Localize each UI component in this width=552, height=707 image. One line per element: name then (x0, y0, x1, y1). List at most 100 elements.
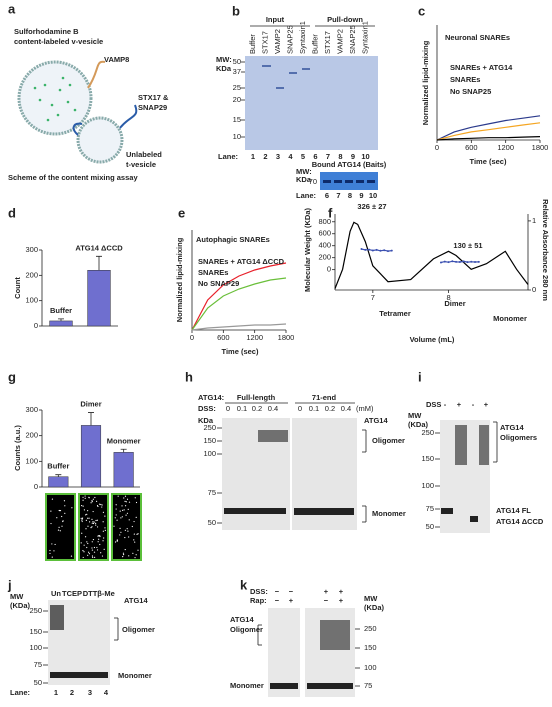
label: DSS: (198, 404, 216, 413)
particle (128, 501, 131, 503)
legend-entry: SNAREs + ATG14 (450, 63, 513, 72)
bar (48, 476, 69, 488)
particle (120, 517, 122, 519)
annotation: 326 ± 27 (357, 202, 386, 211)
series-marker (474, 260, 477, 263)
particle (121, 505, 123, 507)
particle (124, 548, 126, 551)
x-axis-label: Volume (mL) (410, 335, 455, 344)
particle (95, 524, 97, 526)
label: Monomer (372, 509, 406, 518)
lane-number: 6 (313, 152, 317, 161)
particle (81, 518, 83, 520)
particle (94, 496, 96, 499)
particle (98, 503, 101, 505)
particle (83, 551, 85, 553)
label: 0.2 (325, 404, 335, 413)
particle (124, 536, 126, 539)
particle (84, 495, 86, 497)
label: ATG14 (230, 615, 254, 624)
label: 4 (104, 688, 109, 697)
legend-entry: SNAREs (198, 268, 228, 277)
label: DSS: (250, 587, 268, 596)
particle (102, 530, 104, 532)
particle (100, 503, 102, 506)
label: 0.4 (341, 404, 351, 413)
label: + (324, 587, 329, 596)
series-line (436, 115, 541, 141)
particle (70, 555, 73, 557)
x-tick-label: 1200 (497, 143, 514, 152)
label: + (339, 587, 344, 596)
particle (122, 555, 124, 558)
particle (88, 553, 91, 555)
particle (115, 508, 117, 510)
label: 10 (233, 132, 241, 141)
label: 3 (88, 688, 92, 697)
series-marker (379, 249, 382, 252)
caption: Scheme of the content mixing assay (8, 173, 138, 182)
label: 100 (29, 643, 42, 652)
particle (126, 498, 129, 500)
chart-title: Autophagic SNAREs (196, 235, 270, 244)
label: 250 (29, 606, 42, 615)
particle (101, 506, 103, 508)
label: KDa (296, 175, 312, 184)
particle (135, 554, 137, 556)
particle (134, 557, 136, 559)
particle (119, 510, 121, 512)
series-marker (368, 248, 371, 251)
label: ATG14: (198, 393, 224, 402)
label: STX17 & (138, 93, 169, 102)
annotation: Tetramer (379, 309, 411, 318)
label: 0 (298, 404, 302, 413)
series-marker (458, 260, 461, 263)
label: 75 (34, 660, 42, 669)
particle (93, 551, 96, 553)
label: ATG14 ΔCCD (496, 517, 544, 526)
y-tick-label: 200 (25, 431, 38, 440)
label: KDa (216, 64, 232, 73)
error-bar (120, 448, 127, 453)
series-marker (375, 248, 378, 251)
y-axis-label: Normalized lipid-mixing (421, 40, 430, 125)
bar (113, 452, 134, 488)
label: 150 (203, 436, 216, 445)
series-marker (477, 260, 480, 263)
y-axis-label: Molecular Weight (KDa) (303, 207, 312, 292)
label: TCEP (62, 589, 82, 598)
label: 50 (34, 678, 42, 687)
label: ATG14 (364, 416, 388, 425)
label: ATG14 (124, 596, 148, 605)
category-label: Monomer (107, 436, 141, 445)
legend-entry: SNAREs (450, 75, 480, 84)
particle (95, 519, 97, 522)
x-tick-label: 0 (435, 143, 439, 152)
lane-label: STX17 (323, 31, 332, 54)
label: (KDa) (10, 601, 31, 610)
label: 0 (226, 404, 230, 413)
label: 250 (364, 624, 377, 633)
particle (136, 533, 138, 535)
vesicle-scheme (17, 60, 138, 164)
particle (96, 504, 99, 507)
particle (53, 550, 55, 552)
panel-letter: a (8, 1, 16, 16)
particle (51, 543, 53, 545)
particle (124, 500, 126, 502)
label: Oligomer (230, 625, 263, 634)
lane-number: 1 (251, 152, 255, 161)
particle (54, 543, 56, 546)
label: 37 (233, 67, 241, 76)
particle (92, 498, 94, 500)
label: 75 (208, 488, 216, 497)
particle (115, 514, 117, 516)
particle (91, 549, 94, 551)
series-marker (439, 261, 442, 264)
particle (97, 535, 99, 537)
particle (101, 504, 103, 506)
y-axis-label: Counts (a.u.) (13, 425, 22, 471)
particle (51, 498, 54, 500)
label: 50 (426, 522, 434, 531)
particle (64, 505, 66, 507)
